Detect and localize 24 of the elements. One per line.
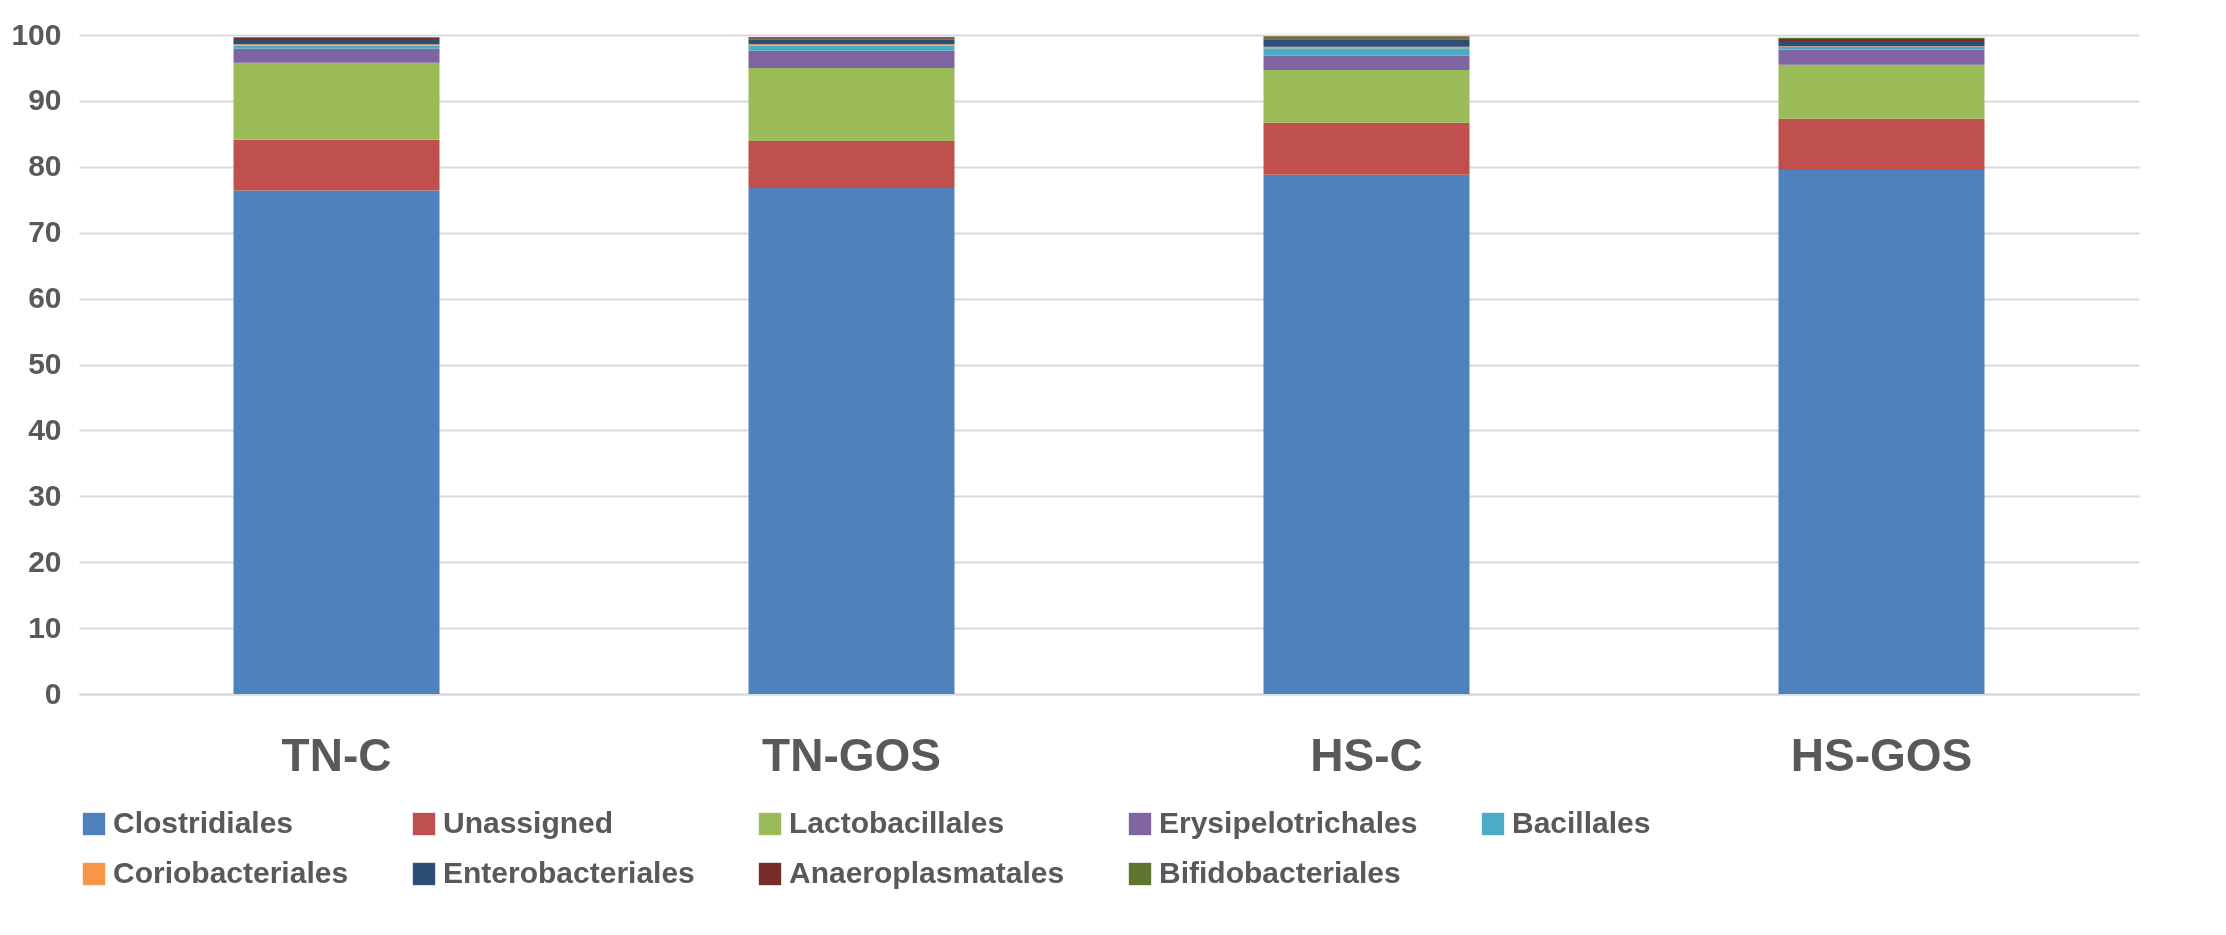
y-tick-label: 0 — [44, 676, 62, 710]
x-tick-label: TN-GOS — [762, 728, 941, 781]
legend-label: Enterobacteriales — [443, 856, 695, 889]
y-tick-label: 80 — [28, 149, 62, 183]
y-tick-label: 90 — [28, 83, 62, 117]
legend-label: Coriobacteriales — [113, 856, 349, 889]
legend-label: Clostridiales — [113, 806, 294, 839]
legend-label: Unassigned — [443, 806, 614, 839]
x-tick-label: TN-C — [281, 728, 392, 781]
y-tick-label: 40 — [28, 412, 62, 446]
legend-label: Lactobacillales — [789, 806, 1005, 839]
y-tick-label: 60 — [28, 281, 62, 315]
y-tick-label: 10 — [28, 610, 62, 644]
y-tick-label: 30 — [28, 478, 62, 512]
y-tick-label: 50 — [28, 347, 62, 380]
legend-label: Bacillales — [1512, 806, 1651, 839]
y-tick-label: 70 — [28, 215, 62, 249]
x-tick-label: HS-C — [1310, 728, 1423, 781]
y-tick-label: 100 — [11, 17, 62, 51]
legend-label: Erysipelotrichales — [1159, 806, 1418, 839]
y-tick-label: 20 — [28, 544, 62, 578]
x-tick-label: HS-GOS — [1790, 728, 1973, 781]
legend-label: Bifidobacteriales — [1159, 856, 1401, 889]
legend-label: Anaeroplasmatales — [789, 856, 1065, 889]
